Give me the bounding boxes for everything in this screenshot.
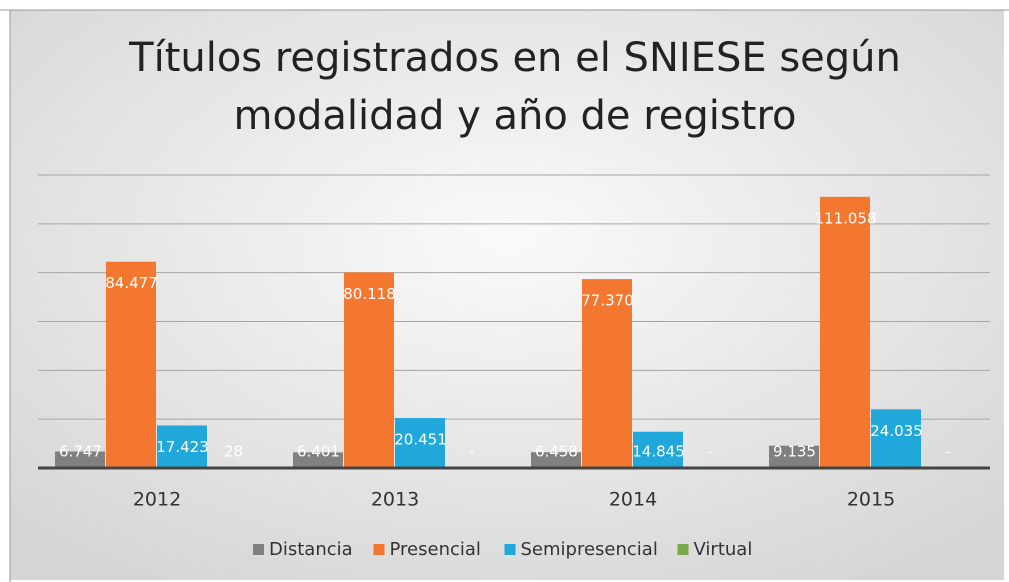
legend-label: Distancia	[269, 539, 353, 560]
data-label: 24.035	[870, 422, 923, 440]
legend-label: Presencial	[390, 539, 481, 560]
bar	[769, 445, 819, 468]
x-tick-label: 2015	[847, 489, 895, 511]
legend-swatch	[253, 544, 264, 555]
bar	[820, 196, 870, 469]
data-label: -	[945, 443, 950, 461]
bar	[582, 279, 632, 468]
data-label: 111.058	[814, 209, 876, 227]
bar	[871, 409, 921, 468]
bar	[55, 451, 105, 468]
x-tick-label: 2014	[609, 489, 657, 511]
bar	[344, 272, 394, 468]
data-label: -	[707, 443, 712, 461]
bar	[157, 425, 207, 468]
data-label: 77.370	[581, 292, 634, 310]
bar	[531, 452, 581, 468]
data-label: 6.458	[535, 443, 578, 461]
bar	[293, 452, 343, 468]
bar	[633, 431, 683, 468]
data-label: 6.747	[59, 443, 102, 461]
data-label: 6.401	[297, 443, 340, 461]
data-label: 14.845	[632, 443, 685, 461]
legend-label: Virtual	[694, 539, 753, 560]
bar	[395, 418, 445, 468]
data-label: 20.451	[394, 431, 447, 449]
bar	[106, 261, 156, 468]
data-label: 80.118	[343, 285, 396, 303]
legend-label: Semipresencial	[521, 539, 658, 560]
x-tick-label: 2013	[371, 489, 419, 511]
data-label: 17.423	[156, 438, 209, 456]
data-label: -	[469, 443, 474, 461]
data-label: 28	[224, 443, 243, 461]
legend-swatch	[677, 544, 689, 555]
data-label: 9.135	[773, 443, 816, 461]
legend-swatch	[373, 544, 385, 555]
legend-swatch	[504, 544, 516, 555]
x-tick-label: 2012	[133, 489, 181, 511]
chart-title: Títulos registrados en el SNIESE según mo…	[128, 35, 901, 139]
data-label: 84.477	[105, 274, 158, 292]
